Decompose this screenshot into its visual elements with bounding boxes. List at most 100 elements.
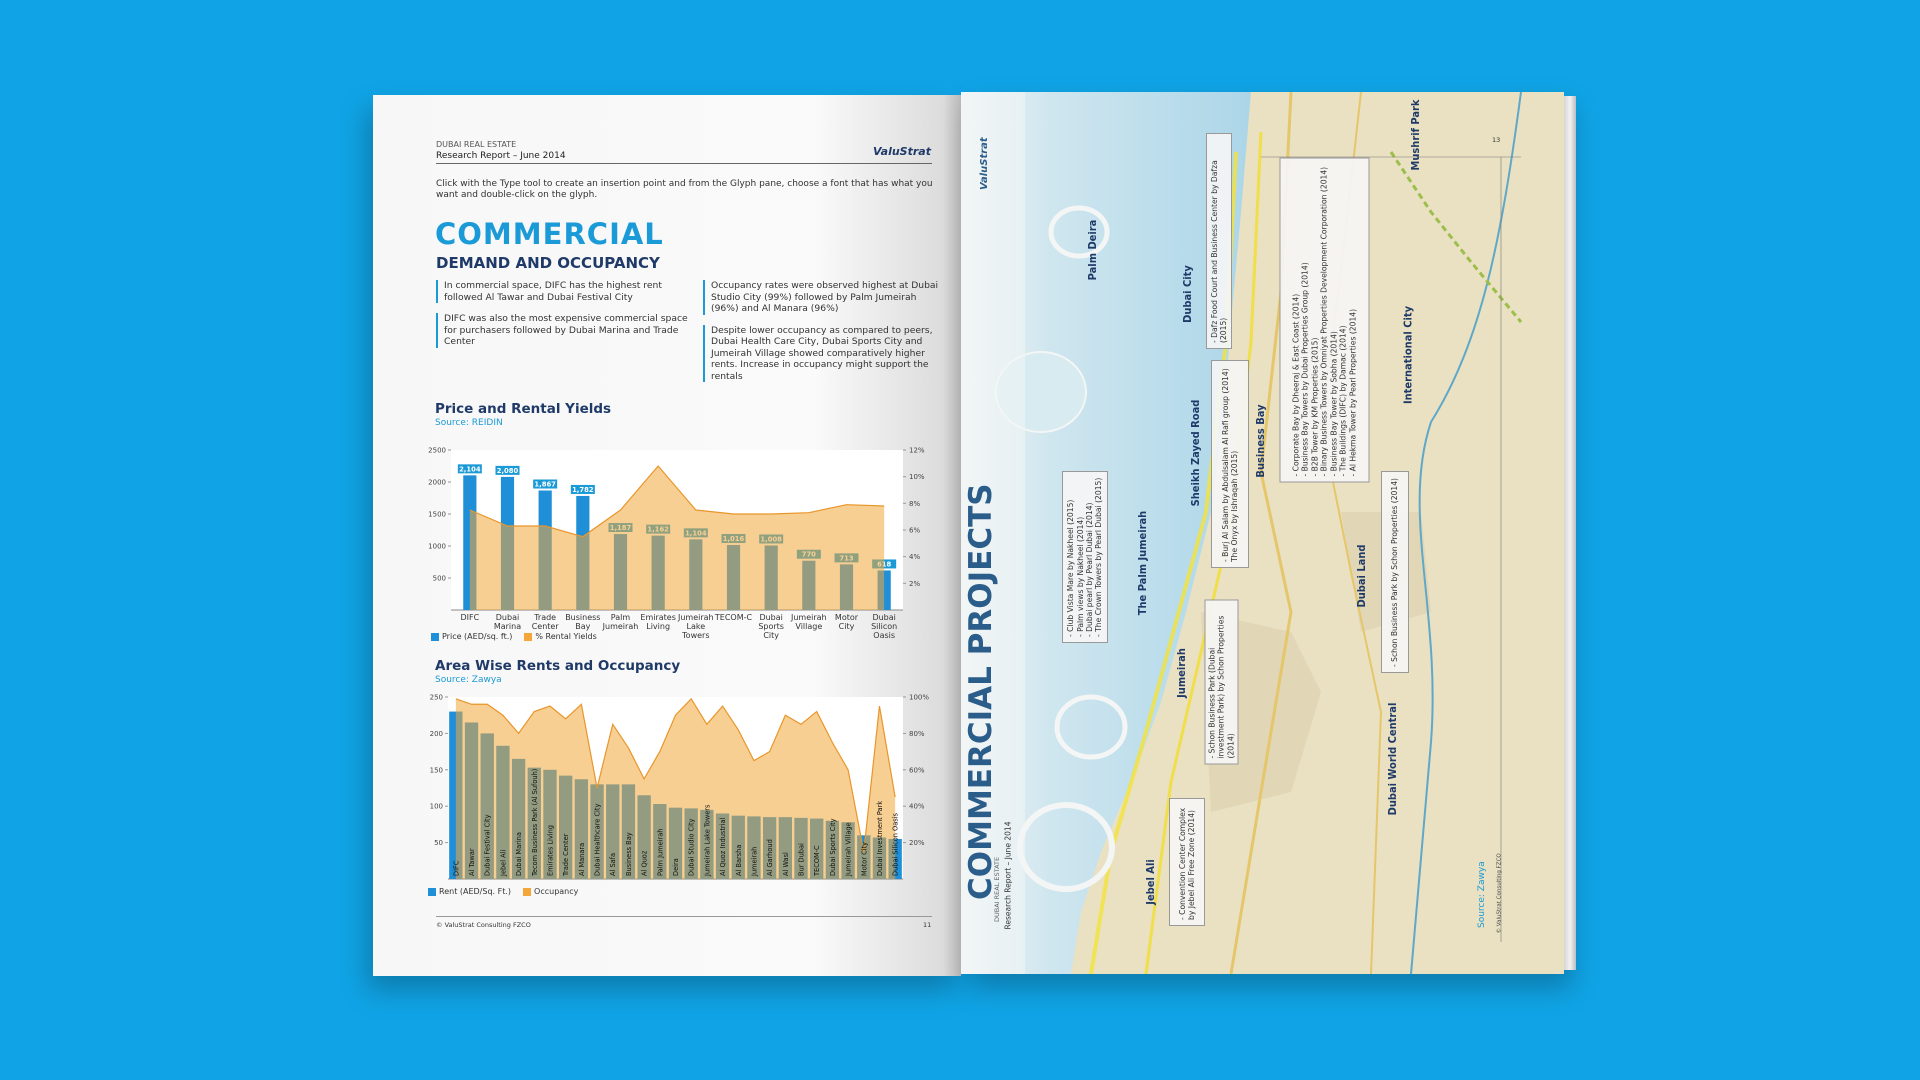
chart-source: Source: Zawya (435, 675, 502, 685)
place-label: Mushrif Park (1409, 99, 1422, 171)
legend-label: Occupancy (534, 887, 579, 896)
callout-line: - Binary Business Towers by Omniyat Prop… (1319, 166, 1329, 477)
place-label: Palm Deira (1086, 219, 1099, 281)
y2-tick-label: 40% (909, 803, 925, 811)
place-label: International City (1401, 305, 1415, 405)
x-tick-label: Palm Jumeirah (656, 829, 664, 876)
y-tick-label: 100 (430, 803, 443, 811)
legend-item: Rent (AED/Sq. Ft.) (428, 887, 511, 896)
callout: - Schon Business Park by Schon Propertie… (1381, 471, 1409, 673)
x-tick-label: Dubai Studio City (688, 818, 696, 876)
callout-line: - Al Hekma Tower by Pearl Properties (20… (1348, 308, 1358, 477)
x-tick-label: Al Quoz (641, 850, 649, 876)
chart: 50 100 150 200 250 20% 40% 60% 80% 100% DIFC Al Taw… (403, 687, 943, 899)
x-tick-label: DIFC (452, 860, 460, 876)
line (469, 465, 885, 538)
area (469, 466, 885, 610)
y2-tick-label: 2% (909, 580, 920, 588)
y2-tick-label: 20% (909, 839, 925, 847)
y-tick-label: 200 (430, 730, 443, 738)
x-tick-label: Motor City (834, 613, 859, 631)
y2-tick-label: 4% (909, 553, 920, 561)
x-tick-label: Jumeirah Lake Towers (678, 613, 714, 640)
palm (1048, 205, 1110, 259)
x-tick-label: Motor City (860, 842, 868, 876)
legend-label: Rent (AED/Sq. Ft.) (439, 887, 512, 896)
value-label: 2,080 (497, 467, 519, 475)
callout-line: - Business Bay Tower by Sobha (2014) (1329, 331, 1339, 477)
page-number: 13 (1492, 136, 1501, 144)
y2-tick-label: 80% (909, 730, 925, 738)
header-title: Research Report – June 2014 (436, 151, 566, 161)
source: Source: Zawya (1477, 861, 1487, 928)
callout-line: - Burj Al Salam by Abdulsalam Al Rafi gr… (1220, 368, 1230, 562)
y-tick-label: 50 (434, 839, 443, 847)
callout: - Schon Business Park (Dubai investment … (1204, 599, 1239, 765)
callout-line: - Corporate Bay by Dheeraj & East Coast … (1291, 293, 1301, 477)
callout: - Club Vista Mare by Nakheel (2015) - Pal… (1062, 471, 1108, 643)
footer-rule (436, 916, 932, 917)
place-label: Dubai World Central (1386, 702, 1399, 816)
chart-source: Source: REIDIN (435, 418, 503, 428)
callout-line: - The Buildings (DIFC) by Damac (2014) (1338, 325, 1348, 477)
callout-line: The Onyx by Ishraqah (2015) (1230, 450, 1239, 562)
callout-line: - Palm views by Nakheel (2014) (1075, 516, 1085, 637)
place-label: Business Bay (1254, 404, 1267, 478)
legend: Rent (AED/Sq. Ft.) Occupancy (428, 887, 578, 896)
legend-label: % Rental Yields (535, 632, 597, 641)
bullets-left: In commercial space, DIFC has the highes… (436, 280, 701, 358)
y2-tick-label: 6% (909, 527, 920, 535)
x-tick-label: Al Safa (609, 853, 617, 876)
x-tick-label: Jumeirah Village (845, 822, 853, 877)
x-tick-label: Jumeirah Village (791, 613, 827, 631)
x-tick-label: TECOM-C (714, 613, 753, 622)
plot: 500 1000 1500 2000 2500 2% 4% 6% 8% 10% 12% 2,104 2,… (428, 447, 925, 611)
y2-tick-label: 60% (909, 766, 925, 774)
y-tick-label: 150 (430, 766, 443, 774)
x-tick-label: Jebel Ali (499, 849, 507, 877)
callout-line: - Schon Business Park by Schon Propertie… (1390, 477, 1400, 667)
place-label: Dubai Land (1355, 544, 1368, 608)
x-tick-label: Business Bay (565, 613, 601, 631)
bullet: DIFC was also the most expensive commerc… (436, 313, 701, 348)
section-subtitle: DEMAND AND OCCUPANCY (436, 254, 660, 272)
creek (1410, 92, 1522, 974)
value-label: 1,867 (534, 481, 556, 489)
area (455, 698, 896, 879)
chart: 500 1000 1500 2000 2500 2% 4% 6% 8% 10% 12% 2,104 2,… (403, 430, 943, 645)
value-label-box (457, 464, 482, 474)
x-tick-label: Tecom Business Park (Al Sufouh) (531, 769, 539, 877)
x-tick-label: Al Tawar (468, 848, 476, 876)
place-label: Jebel Ali (1144, 859, 1157, 905)
intro: Click with the Type tool to create an in… (436, 179, 933, 201)
legend-swatch (431, 632, 439, 641)
x-tick-label: Al Garhoud (766, 839, 774, 876)
callout-line: - Schon Business Park (Dubai investment … (1207, 615, 1236, 759)
header-kicker: DUBAI REAL ESTATE (993, 856, 1001, 922)
footer: © ValuStrat Consulting FZCO (436, 921, 531, 929)
legend-item: Price (AED/sq. ft.) (431, 632, 512, 641)
x-tick-label: Dubai Silicon Oasis (871, 613, 898, 640)
page-edges (1564, 96, 1576, 970)
x-tick-label: Trade Center (531, 613, 559, 631)
y2-tick-label: 8% (909, 500, 920, 508)
header-title: Research Report – June 2014 (1003, 821, 1013, 930)
place-label: Sheikh Zayed Road (1189, 399, 1202, 507)
legend: Price (AED/sq. ft.) % Rental Yields (431, 632, 597, 641)
place-label: Dubai City (1181, 265, 1194, 323)
callout-line: - The Crown Towers by Pearl Dubai (2015) (1094, 477, 1104, 637)
callout-line: - Dafz Food Court and Business Center by… (1209, 160, 1228, 343)
land (1071, 92, 1564, 974)
x-tick-label: Dubai Sports City (829, 818, 837, 876)
y-tick-label: 1500 (428, 511, 446, 519)
section-title: COMMERCIAL (435, 217, 664, 251)
chart-title: Price and Rental Yields (435, 401, 612, 417)
road (1144, 131, 1263, 974)
line (455, 697, 896, 852)
x-tick-label: Emirates Living (640, 613, 676, 631)
value-label-box (570, 484, 595, 494)
legend-swatch (523, 887, 532, 896)
palm (1054, 694, 1128, 760)
y2-tick-label: 12% (909, 447, 925, 455)
